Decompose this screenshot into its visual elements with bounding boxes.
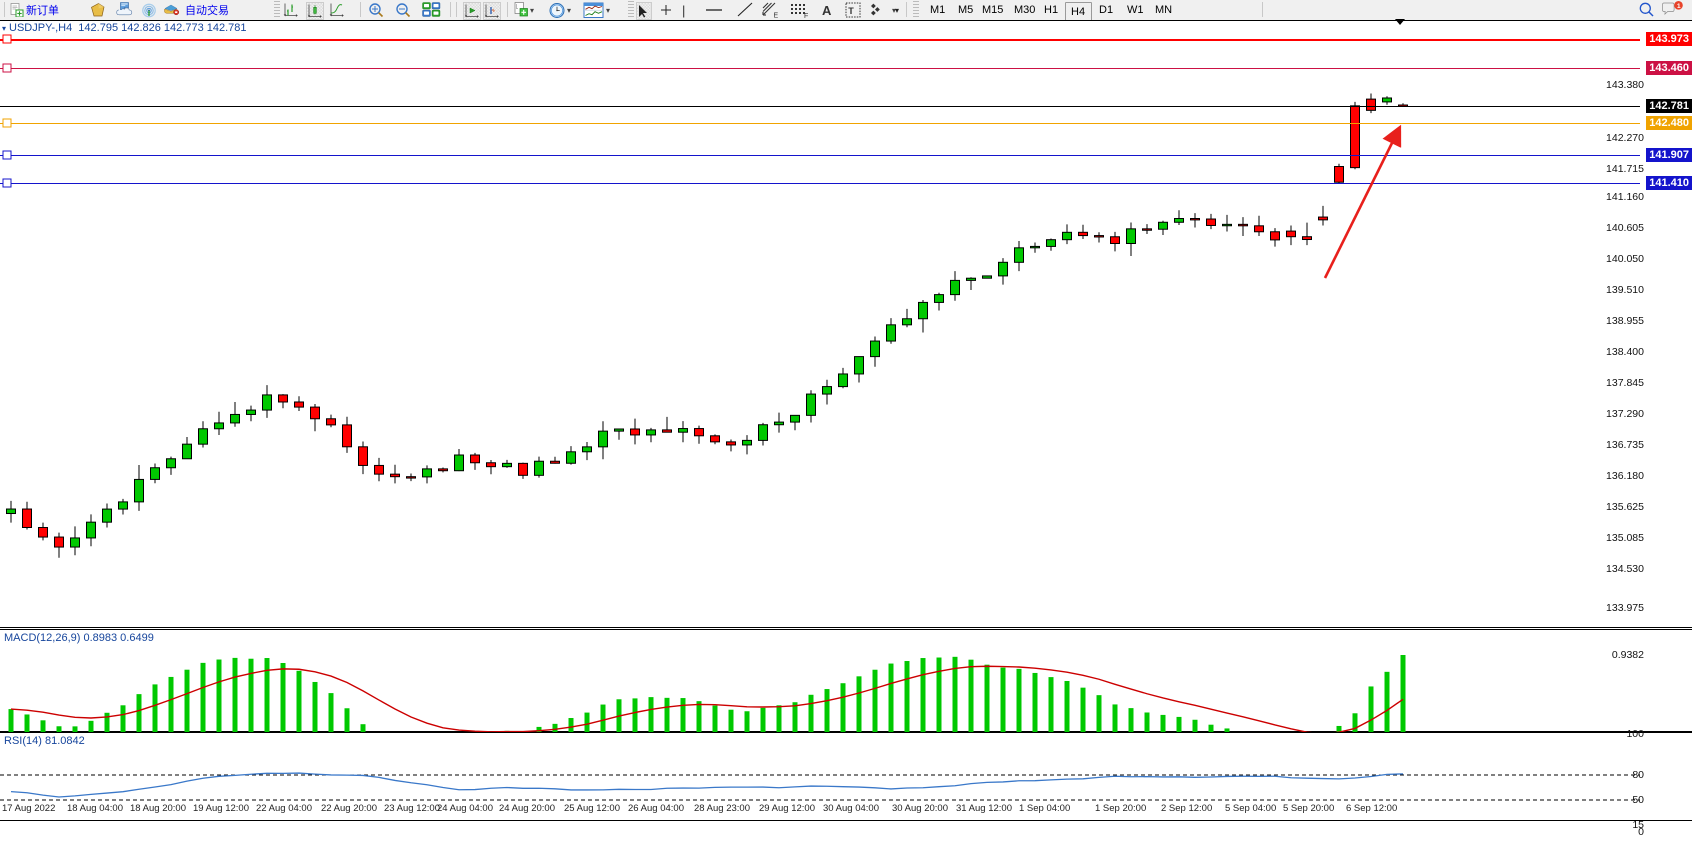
svg-text:F: F — [804, 13, 808, 18]
svg-text:E: E — [774, 13, 779, 19]
svg-text:T: T — [848, 6, 854, 16]
svg-text:1: 1 — [1677, 3, 1681, 10]
